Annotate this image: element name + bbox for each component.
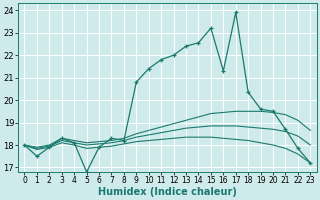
X-axis label: Humidex (Indice chaleur): Humidex (Indice chaleur): [98, 187, 237, 197]
